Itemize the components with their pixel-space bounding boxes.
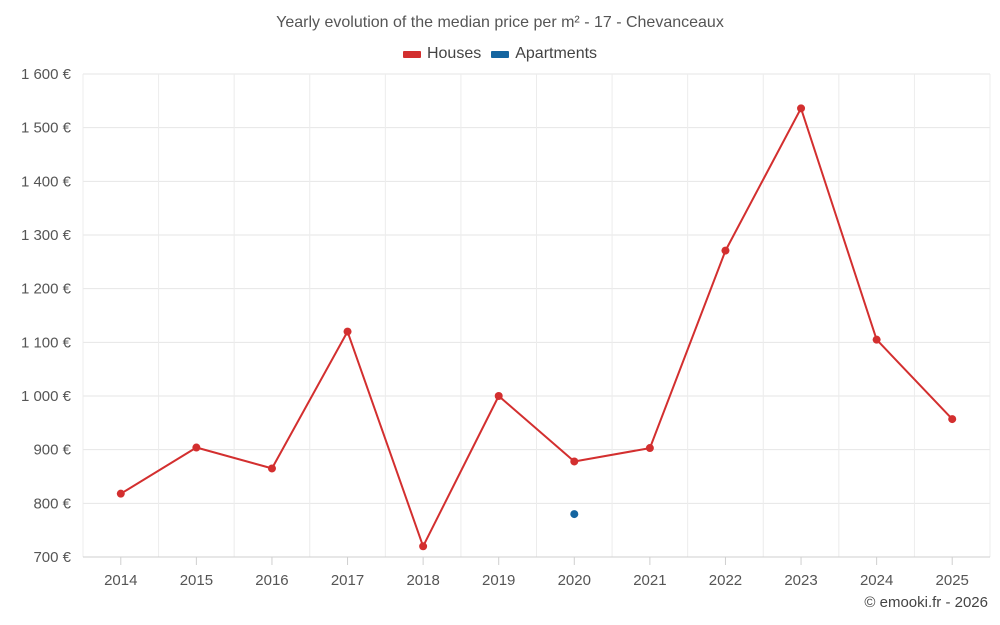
data-point-houses: [645, 444, 654, 453]
y-tick-label: 1 300 €: [21, 227, 72, 244]
legend-item-houses[interactable]: Houses: [402, 45, 482, 63]
x-tick-label: 2025: [936, 572, 969, 589]
x-tick-label: 2015: [180, 572, 213, 589]
x-tick-label: 2021: [633, 572, 666, 589]
data-point-houses: [948, 415, 957, 424]
data-point-houses: [116, 489, 125, 498]
data-point-houses: [494, 392, 503, 400]
legend-item-apartments[interactable]: Apartments: [491, 45, 597, 63]
legend-swatch-apartments: [491, 50, 510, 58]
x-tick-label: 2024: [860, 572, 893, 589]
y-tick-label: 1 500 €: [21, 120, 72, 137]
data-point-houses: [192, 443, 201, 452]
data-point-houses: [343, 327, 352, 336]
y-tick-label: 800 €: [33, 495, 71, 512]
data-point-houses: [797, 104, 806, 113]
chart-title: Yearly evolution of the median price per…: [276, 14, 724, 31]
data-point-apartments: [570, 510, 579, 519]
x-tick-label: 2020: [558, 572, 591, 589]
data-point-houses: [721, 246, 730, 255]
x-tick-label: 2019: [482, 572, 515, 589]
credit-text: © emooki.fr - 2026: [864, 594, 988, 611]
y-tick-label: 900 €: [33, 442, 71, 459]
y-tick-label: 1 600 €: [21, 66, 72, 83]
y-tick-label: 1 100 €: [21, 334, 72, 351]
legend-label-houses: Houses: [426, 45, 482, 62]
x-tick-label: 2023: [784, 572, 817, 589]
x-tick-label: 2022: [709, 572, 742, 589]
x-tick-label: 2016: [255, 572, 288, 589]
legend: Houses Apartments: [0, 45, 1000, 63]
series-line-houses: [120, 107, 953, 548]
legend-swatch-houses: [402, 50, 421, 58]
y-tick-label: 700 €: [33, 549, 71, 566]
y-tick-label: 1 400 €: [21, 173, 72, 190]
x-tick-label: 2017: [331, 572, 364, 589]
y-tick-label: 1 000 €: [21, 388, 72, 405]
x-tick-label: 2014: [104, 572, 137, 589]
legend-label-apartments: Apartments: [515, 45, 598, 62]
data-point-houses: [872, 335, 881, 344]
data-point-houses: [267, 464, 276, 473]
x-tick-label: 2018: [406, 572, 439, 589]
data-point-houses: [419, 542, 428, 551]
data-point-houses: [570, 457, 579, 466]
y-tick-label: 1 200 €: [21, 281, 72, 298]
